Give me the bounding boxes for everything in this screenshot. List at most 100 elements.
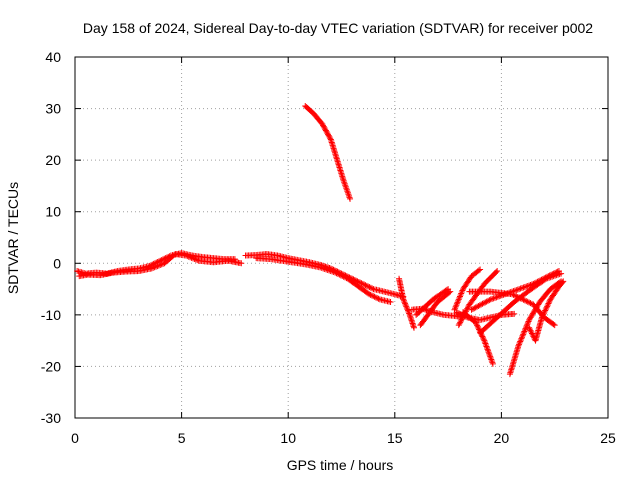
plus-marker — [344, 188, 351, 195]
plus-marker — [550, 273, 557, 280]
plus-marker — [150, 264, 157, 271]
plus-marker — [457, 311, 464, 318]
plus-marker — [503, 290, 510, 297]
plus-marker — [474, 323, 481, 330]
plus-marker — [540, 311, 547, 318]
plus-marker — [501, 291, 508, 298]
plus-marker — [521, 284, 528, 291]
plus-marker — [544, 301, 551, 308]
plus-marker — [456, 320, 463, 327]
plus-marker — [519, 334, 526, 341]
plus-marker — [521, 327, 528, 334]
plus-marker — [322, 126, 329, 133]
plus-marker — [475, 325, 482, 332]
plus-marker — [527, 327, 534, 334]
plus-marker — [458, 311, 465, 318]
plus-marker — [468, 306, 475, 313]
plus-marker — [374, 295, 381, 302]
plus-marker — [457, 291, 464, 298]
plus-marker — [157, 262, 164, 269]
plus-marker — [457, 319, 464, 326]
plus-marker — [191, 255, 198, 262]
plus-marker — [511, 310, 518, 317]
plus-marker — [527, 300, 534, 307]
series-arc-10 — [451, 266, 484, 313]
plus-marker — [452, 303, 459, 310]
plus-marker — [559, 279, 566, 286]
plus-marker — [405, 309, 412, 316]
plus-marker — [484, 344, 491, 351]
plus-marker — [494, 293, 501, 300]
plus-marker — [345, 191, 352, 198]
series-arc-9 — [417, 288, 454, 329]
plus-marker — [556, 271, 563, 278]
y-tick-label: 10 — [45, 204, 61, 220]
plus-marker — [458, 290, 465, 297]
plus-marker — [487, 355, 494, 362]
plus-marker — [520, 296, 527, 303]
plus-marker — [526, 326, 533, 333]
plus-marker — [326, 267, 333, 274]
grid — [75, 57, 608, 418]
plus-marker — [403, 303, 410, 310]
plus-marker — [528, 330, 535, 337]
plus-marker — [343, 186, 350, 193]
plus-marker — [524, 298, 531, 305]
plus-marker — [342, 183, 349, 190]
plus-marker — [472, 304, 479, 311]
plus-marker — [524, 321, 531, 328]
plus-marker — [510, 288, 517, 295]
plus-marker — [155, 262, 162, 269]
plus-marker — [469, 305, 476, 312]
plus-marker — [455, 296, 462, 303]
plus-marker — [528, 329, 535, 336]
plus-marker — [488, 356, 495, 363]
series-arc-17 — [506, 278, 565, 378]
plus-marker — [188, 254, 195, 261]
y-axis-label: SDTVAR / TECUs — [5, 182, 21, 294]
plus-marker — [474, 303, 481, 310]
plus-marker — [327, 135, 334, 142]
plus-marker — [453, 300, 460, 307]
plus-marker — [552, 272, 559, 279]
plus-marker — [507, 289, 514, 296]
plus-marker — [325, 132, 332, 139]
plus-marker — [410, 324, 417, 331]
plus-marker — [367, 291, 374, 298]
plus-marker — [524, 319, 531, 326]
plus-marker — [479, 333, 486, 340]
plus-marker — [361, 281, 368, 288]
plus-marker — [456, 310, 463, 317]
plus-marker — [406, 310, 413, 317]
plus-marker — [516, 341, 523, 348]
plus-marker — [477, 266, 484, 273]
y-tick-label: -20 — [41, 358, 61, 374]
plus-marker — [519, 285, 526, 292]
plus-marker — [480, 336, 487, 343]
plus-marker — [454, 309, 461, 316]
plus-marker — [457, 318, 464, 325]
plus-marker — [322, 127, 329, 134]
plus-marker — [504, 290, 511, 297]
plus-marker — [544, 275, 551, 282]
plus-marker — [511, 287, 518, 294]
plus-marker — [362, 282, 369, 289]
plus-marker — [483, 343, 490, 350]
plus-marker — [358, 280, 365, 287]
plus-marker — [526, 299, 533, 306]
plus-marker — [154, 263, 161, 270]
plus-marker — [478, 301, 485, 308]
plus-marker — [526, 282, 533, 289]
plus-marker — [473, 320, 480, 327]
plus-marker — [480, 300, 487, 307]
plus-marker — [329, 268, 336, 275]
x-axis-label: GPS time / hours — [287, 457, 394, 473]
plus-marker — [158, 261, 165, 268]
plus-marker — [516, 286, 523, 293]
plus-marker — [324, 266, 331, 273]
plus-marker — [370, 293, 377, 300]
plus-marker — [153, 263, 160, 270]
plus-marker — [481, 339, 488, 346]
plus-marker — [326, 133, 333, 140]
